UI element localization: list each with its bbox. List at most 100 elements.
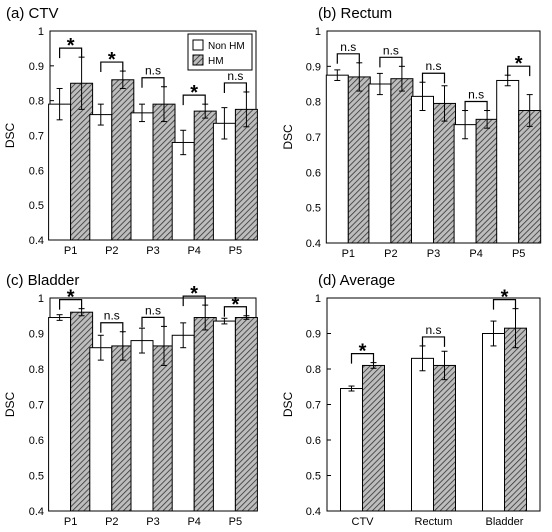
y-axis-label: DSC (3, 123, 17, 149)
bar-hm (234, 317, 258, 512)
panel-title: (b) Rectum (318, 5, 392, 22)
bar-hm (70, 311, 94, 512)
significance-bracket (223, 306, 247, 317)
bar-non-hm (48, 317, 72, 512)
x-tick-label: CTV (352, 516, 375, 528)
bar-non-hm (89, 347, 113, 512)
significance-star: * (67, 287, 75, 309)
bar-non-hm (453, 124, 477, 244)
significance-star: * (190, 283, 198, 305)
x-tick-label: P5 (229, 245, 242, 257)
significance-bracket (507, 65, 531, 77)
x-tick-label: P1 (64, 516, 77, 528)
significance-ns: n.s (383, 43, 399, 57)
y-tick-label: 0.9 (29, 329, 44, 341)
significance-ns: n.s (340, 40, 356, 54)
bar-hm (518, 110, 542, 244)
panel-title: (c) Bladder (6, 272, 79, 289)
x-tick-label: P2 (384, 248, 397, 260)
significance-star: * (190, 82, 198, 104)
bar-hm (433, 102, 456, 244)
bar-non-hm (48, 103, 72, 241)
bar-non-hm (212, 122, 236, 241)
legend-swatch-hm (192, 54, 204, 66)
y-axis-label: DSC (281, 124, 295, 150)
y-tick-label: 0.9 (306, 61, 321, 73)
bar-hm (347, 76, 371, 244)
x-tick-label: P3 (146, 245, 159, 257)
significance-ns: n.s (104, 309, 120, 323)
x-tick-label: P3 (146, 516, 159, 528)
x-tick-label: P5 (512, 248, 525, 260)
x-tick-label: P2 (105, 245, 118, 257)
x-tick-label: P4 (187, 245, 200, 257)
significance-bracket (421, 72, 446, 84)
significance-ns: n.s (425, 59, 441, 73)
significance-bracket (464, 100, 488, 112)
bar-hm (504, 327, 527, 512)
significance-ns: n.s (468, 88, 484, 102)
y-tick-label: 0.4 (306, 506, 321, 518)
y-tick-label: 0.4 (29, 235, 44, 247)
significance-star: * (359, 341, 367, 363)
panel-title: (a) CTV (6, 5, 59, 22)
bar-non-hm (496, 79, 520, 244)
y-tick-label: 0.7 (306, 132, 321, 144)
y-tick-label: 0.6 (306, 435, 321, 447)
significance-star: * (108, 49, 116, 71)
significance-bracket (100, 61, 124, 73)
significance-bracket (59, 299, 83, 310)
significance-bracket (141, 77, 165, 88)
x-tick-label: P4 (187, 516, 200, 528)
significance-bracket (182, 94, 206, 106)
y-tick-label: 0.6 (29, 165, 44, 177)
significance-bracket (182, 295, 206, 307)
y-tick-label: 0.5 (306, 471, 321, 483)
y-axis-label: DSC (281, 392, 295, 418)
significance-bracket (350, 353, 375, 364)
x-tick-label: P1 (64, 245, 77, 257)
bar-non-hm (212, 320, 236, 512)
bar-non-hm (368, 83, 392, 244)
y-tick-label: 0.6 (306, 167, 321, 179)
y-tick-label: 0.6 (29, 435, 44, 447)
bar-non-hm (171, 141, 195, 241)
significance-bracket (379, 56, 403, 68)
y-tick-label: 0.5 (29, 471, 44, 483)
y-tick-label: 0.4 (306, 238, 321, 250)
bar-hm (234, 108, 258, 241)
panel-title: (d) Average (318, 272, 395, 289)
y-tick-label: 0.8 (306, 364, 321, 376)
significance-bracket (492, 299, 517, 310)
y-tick-label: 0.9 (29, 61, 44, 73)
significance-bracket (223, 82, 247, 93)
y-tick-label: 0.4 (29, 506, 44, 518)
bar-non-hm (89, 114, 113, 241)
significance-ns: n.s (145, 303, 161, 317)
y-tick-label: 0.7 (29, 400, 44, 412)
legend-swatch-non-hm (192, 39, 204, 51)
significance-star: * (232, 294, 240, 316)
significance-bracket (100, 322, 124, 333)
significance-star: * (501, 287, 509, 309)
bar-hm (475, 118, 499, 244)
y-tick-label: 0.7 (29, 131, 44, 143)
y-tick-label: 0.5 (29, 200, 44, 212)
y-tick-label: 0.8 (29, 364, 44, 376)
y-tick-label: 0.8 (306, 97, 321, 109)
significance-ns: n.s (227, 69, 243, 83)
bar-non-hm (482, 333, 505, 512)
bar-non-hm (340, 388, 363, 512)
significance-star: * (67, 35, 75, 57)
x-tick-label: Rectum (415, 516, 453, 528)
x-tick-label: Bladder (486, 516, 524, 528)
x-tick-label: P2 (105, 516, 118, 528)
y-tick-label: 0.5 (306, 203, 321, 215)
significance-ns: n.s (145, 64, 161, 78)
significance-star: * (515, 53, 523, 75)
x-tick-label: P1 (342, 248, 355, 260)
x-tick-label: P5 (229, 516, 242, 528)
legend-label-hm: HM (208, 56, 224, 67)
bar-non-hm (130, 340, 154, 512)
